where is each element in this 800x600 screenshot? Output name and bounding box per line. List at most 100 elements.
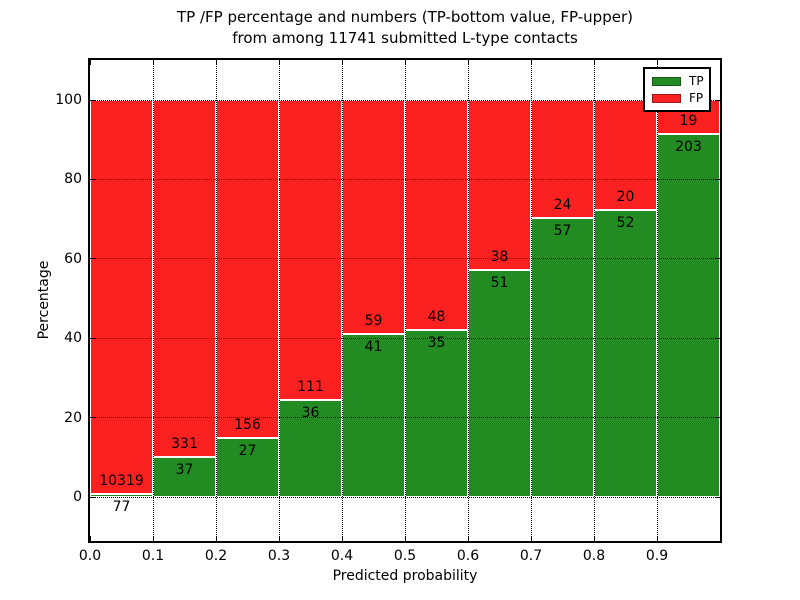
y-tick-label: 100 xyxy=(55,92,82,108)
chart-title-line-1: TP /FP percentage and numbers (TP-bottom… xyxy=(177,8,633,26)
y-tick-mark xyxy=(90,496,95,498)
bar-fp-count-label: 10319 xyxy=(99,473,144,490)
x-tick-mark xyxy=(719,536,721,541)
x-tick-label: 0.5 xyxy=(393,548,417,564)
bar-segment-fp xyxy=(153,100,216,458)
y-tick-mark xyxy=(90,337,95,339)
bar-tp-count-label: 57 xyxy=(553,222,572,239)
legend: TP FP xyxy=(643,67,711,112)
x-tick-label: 0.7 xyxy=(519,548,543,564)
x-axis-label: Predicted probability xyxy=(332,568,478,584)
bar-tp-count-label: 77 xyxy=(112,499,131,516)
chart-title: TP /FP percentage and numbers (TP-bottom… xyxy=(85,7,725,49)
x-tick-label: 0.0 xyxy=(78,548,102,564)
bar-segment-fp xyxy=(468,100,531,270)
legend-swatch-tp-icon xyxy=(652,77,681,86)
y-tick-mark xyxy=(715,99,720,101)
x-tick-mark xyxy=(152,536,154,541)
bar-segment-fp xyxy=(279,100,342,400)
x-tick-mark xyxy=(530,60,532,65)
grid-v-line xyxy=(278,60,280,541)
bar-tp-count-label: 36 xyxy=(301,404,320,421)
bar-fp-count-label: 59 xyxy=(364,313,383,330)
x-tick-mark xyxy=(593,60,595,65)
x-tick-label: 0.9 xyxy=(645,548,669,564)
bar-tp-count-label: 51 xyxy=(490,274,509,291)
x-tick-mark xyxy=(404,536,406,541)
x-tick-mark xyxy=(530,536,532,541)
legend-label-tp: TP xyxy=(689,74,704,88)
bar-segment-fp xyxy=(90,100,153,495)
bar-fp-count-label: 20 xyxy=(616,189,635,206)
x-tick-mark xyxy=(89,60,91,65)
x-tick-label: 0.4 xyxy=(330,548,354,564)
bar-fp-count-label: 111 xyxy=(297,378,324,395)
plot-area: TP FP 10319 77 331 37 156 27 111 36 59 41 48 35 38 51… xyxy=(88,58,722,543)
bar-segment-tp xyxy=(405,329,468,497)
y-tick-label: 0 xyxy=(73,489,82,505)
bar-segment-tp xyxy=(657,133,720,497)
bar-fp-count-label: 331 xyxy=(171,436,198,453)
y-tick-label: 80 xyxy=(64,171,82,188)
x-tick-label: 0.6 xyxy=(456,548,480,564)
grid-v-line xyxy=(656,60,658,541)
grid-v-line xyxy=(593,60,595,541)
grid-v-line xyxy=(467,60,469,541)
y-tick-mark xyxy=(90,258,95,260)
x-tick-mark xyxy=(656,60,658,65)
grid-v-line xyxy=(152,60,154,541)
chart-title-line-2: from among 11741 submitted L-type contac… xyxy=(232,29,578,47)
grid-v-line xyxy=(341,60,343,541)
x-tick-mark xyxy=(152,60,154,65)
bar-segment-tp xyxy=(468,269,531,497)
y-tick-mark xyxy=(90,178,95,180)
bar-segment-fp xyxy=(342,100,405,335)
legend-swatch-fp-icon xyxy=(652,94,681,103)
bar-fp-count-label: 48 xyxy=(427,308,446,325)
bar-segment-tp xyxy=(216,438,279,497)
y-tick-mark xyxy=(715,496,720,498)
x-tick-mark xyxy=(467,60,469,65)
x-tick-label: 0.3 xyxy=(267,548,291,564)
x-tick-mark xyxy=(278,60,280,65)
x-tick-mark xyxy=(89,536,91,541)
y-tick-mark xyxy=(90,99,95,101)
y-tick-label: 40 xyxy=(64,330,82,347)
x-tick-mark xyxy=(341,536,343,541)
x-tick-mark xyxy=(467,536,469,541)
x-tick-mark xyxy=(593,536,595,541)
bar-tp-count-label: 35 xyxy=(427,334,446,351)
y-axis-label: Percentage xyxy=(36,260,52,340)
bar-segment-tp xyxy=(342,334,405,497)
legend-item-tp: TP xyxy=(645,73,709,90)
bar-fp-count-label: 19 xyxy=(679,112,698,129)
y-tick-mark xyxy=(715,337,720,339)
grid-v-line xyxy=(530,60,532,541)
x-tick-mark xyxy=(341,60,343,65)
bar-fp-count-label: 24 xyxy=(553,196,572,213)
bar-fp-count-label: 38 xyxy=(490,248,509,265)
legend-label-fp: FP xyxy=(689,91,704,105)
y-tick-mark xyxy=(715,258,720,260)
x-tick-label: 0.2 xyxy=(204,548,228,564)
x-tick-mark xyxy=(404,60,406,65)
x-tick-label: 0.8 xyxy=(582,548,606,564)
x-tick-mark xyxy=(656,536,658,541)
bar-segment-tp xyxy=(531,217,594,497)
bar-segment-tp xyxy=(594,210,657,497)
x-tick-mark xyxy=(215,536,217,541)
bar-segment-fp xyxy=(594,100,657,211)
legend-item-fp: FP xyxy=(645,90,709,107)
y-tick-label: 60 xyxy=(64,250,82,267)
y-tick-mark xyxy=(715,417,720,419)
grid-v-line xyxy=(215,60,217,541)
x-tick-label: 0.1 xyxy=(141,548,165,564)
bar-segment-fp xyxy=(216,100,279,439)
bar-fp-count-label: 156 xyxy=(234,417,261,434)
bar-tp-count-label: 41 xyxy=(364,339,383,356)
bar-tp-count-label: 37 xyxy=(175,462,194,479)
bar-tp-count-label: 27 xyxy=(238,443,257,460)
y-tick-mark xyxy=(90,417,95,419)
bar-tp-count-label: 52 xyxy=(616,215,635,232)
